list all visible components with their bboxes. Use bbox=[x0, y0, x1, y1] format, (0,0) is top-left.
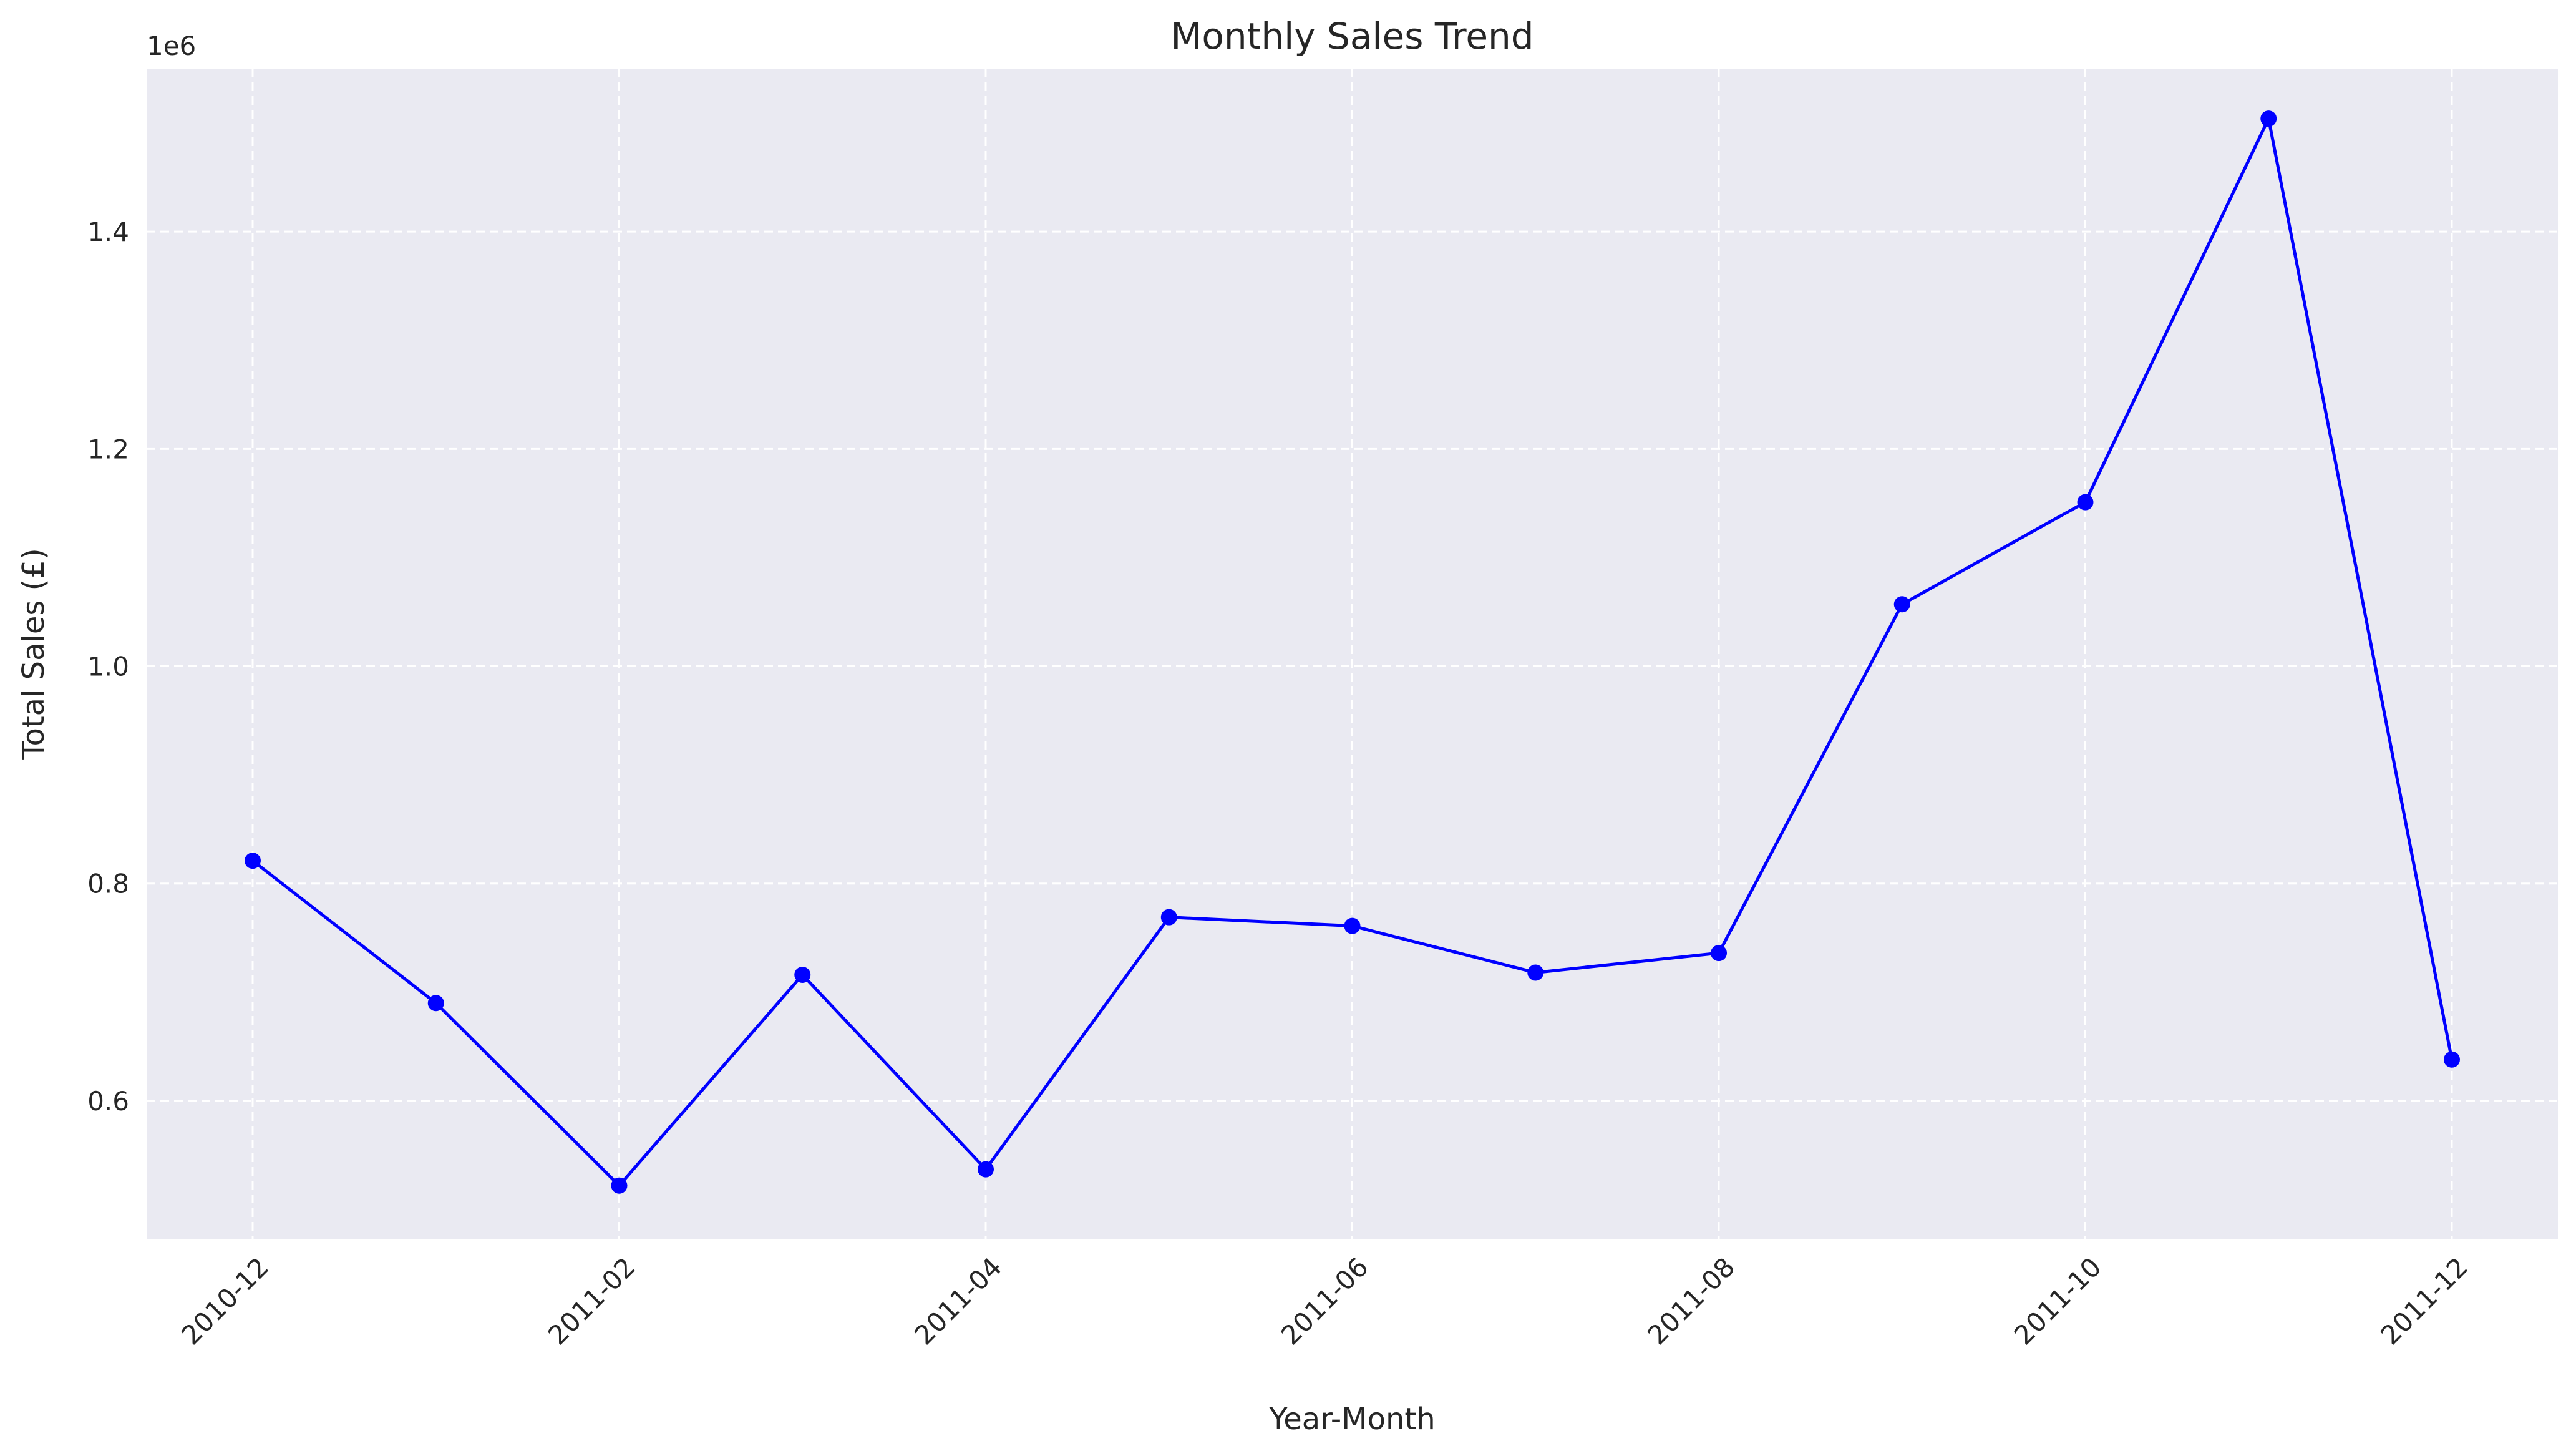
data-point bbox=[1160, 909, 1177, 926]
x-tick-label: 2011-10 bbox=[2008, 1251, 2107, 1351]
data-point bbox=[1527, 964, 1544, 981]
data-point bbox=[2077, 494, 2094, 511]
x-tick-labels: 2010-12 2011-02 2011-04 2011-06 2011-08 2011-… bbox=[175, 1251, 2474, 1351]
y-axis-title: Total Sales (£) bbox=[16, 548, 51, 760]
x-tick-label: 2011-08 bbox=[1641, 1251, 1741, 1351]
data-point bbox=[1711, 945, 1727, 962]
x-axis-title: Year-Month bbox=[1268, 1402, 1435, 1437]
x-tick-label: 2011-06 bbox=[1275, 1251, 1374, 1351]
y-offset-label: 1e6 bbox=[147, 31, 196, 61]
data-point bbox=[794, 966, 811, 983]
data-point bbox=[1893, 596, 1910, 613]
data-point bbox=[427, 995, 444, 1012]
data-point bbox=[2260, 110, 2277, 127]
y-tick-label: 1.4 bbox=[87, 217, 129, 247]
series-layer bbox=[245, 110, 2460, 1194]
y-tick-label: 0.6 bbox=[87, 1086, 129, 1116]
data-point bbox=[245, 853, 261, 869]
data-point bbox=[1344, 917, 1361, 934]
data-point bbox=[978, 1161, 994, 1178]
data-point bbox=[611, 1177, 628, 1194]
x-tick-label: 2011-12 bbox=[2374, 1251, 2474, 1351]
x-tick-label: 2011-04 bbox=[908, 1251, 1008, 1351]
x-tick-label: 2010-12 bbox=[175, 1251, 275, 1351]
y-tick-label: 0.8 bbox=[87, 869, 129, 899]
chart-title: Monthly Sales Trend bbox=[1170, 15, 1533, 57]
y-tick-label: 1.0 bbox=[87, 652, 129, 682]
y-tick-label: 1.2 bbox=[87, 434, 129, 464]
y-tick-labels: 0.6 0.8 1.0 1.2 1.4 bbox=[87, 217, 129, 1116]
x-tick-label: 2011-02 bbox=[542, 1251, 641, 1351]
data-point bbox=[2444, 1051, 2460, 1068]
grid bbox=[147, 69, 2558, 1239]
